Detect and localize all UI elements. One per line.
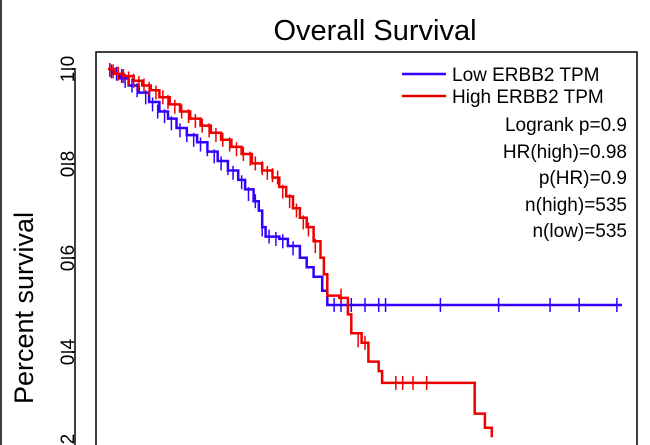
- stat-logrank: Logrank p=0.9: [505, 115, 627, 136]
- plot-frame: [95, 51, 638, 445]
- y-tick-label: 0.2: [58, 434, 79, 445]
- y-tick-label: 0.4: [58, 338, 79, 365]
- y-axis-label: Percent survival: [9, 212, 39, 404]
- y-tick-label: 0.8: [58, 151, 79, 177]
- y-tick-0.8: 0.8: [58, 151, 79, 177]
- chart-title: Overall Survival: [273, 15, 476, 47]
- stats-annotation: Logrank p=0.9 HR(high)=0.98 p(HR)=0.9 n(…: [503, 115, 627, 242]
- plot-area: [95, 51, 638, 445]
- y-tick-label: 0.6: [58, 245, 79, 271]
- legend-label-high: High ERBB2 TPM: [452, 87, 604, 108]
- series-layer: [108, 62, 622, 438]
- stat-hr: HR(high)=0.98: [503, 142, 627, 163]
- stat-p-hr: p(HR)=0.9: [539, 168, 627, 189]
- y-tick-0.2: 0.2: [58, 434, 79, 445]
- y-tick-1.0: 1.0: [58, 56, 79, 82]
- y-axis: 1.0 0.8 0.6 0.4 0.2: [58, 56, 79, 445]
- stat-n-low: n(low)=535: [532, 221, 627, 242]
- y-tick-0.6: 0.6: [58, 245, 79, 271]
- y-tick-0.4: 0.4: [58, 338, 79, 365]
- legend-entry-low: Low ERBB2 TPM: [402, 65, 599, 86]
- legend-label-low: Low ERBB2 TPM: [452, 65, 599, 86]
- stat-n-high: n(high)=535: [525, 195, 627, 216]
- y-tick-label: 1.0: [58, 56, 79, 82]
- legend: Low ERBB2 TPM High ERBB2 TPM: [402, 65, 604, 108]
- legend-entry-high: High ERBB2 TPM: [402, 87, 604, 108]
